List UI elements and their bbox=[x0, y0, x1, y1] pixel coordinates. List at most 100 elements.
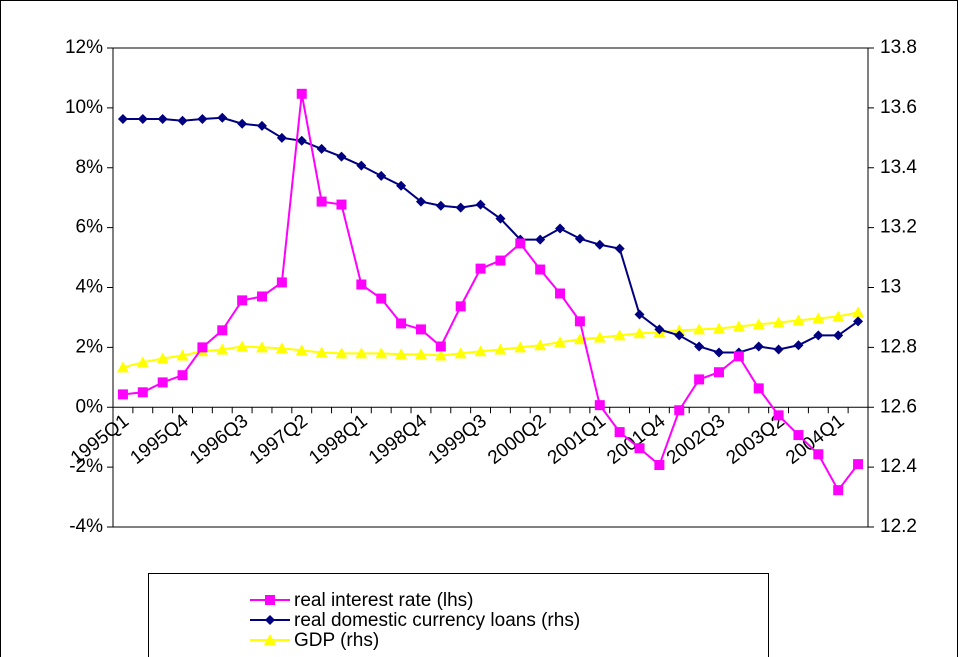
marker bbox=[336, 151, 347, 162]
marker bbox=[634, 443, 645, 454]
marker bbox=[555, 223, 566, 234]
marker bbox=[654, 460, 665, 471]
x-tick-label: 1998Q4 bbox=[365, 410, 432, 468]
marker bbox=[853, 459, 864, 470]
marker bbox=[157, 377, 168, 388]
marker bbox=[157, 113, 168, 124]
y2-tick-label: 12.8 bbox=[880, 336, 917, 357]
marker bbox=[376, 170, 387, 181]
marker bbox=[336, 199, 347, 210]
marker bbox=[455, 301, 466, 312]
y2-tick-label: 12.2 bbox=[880, 516, 917, 537]
marker bbox=[733, 351, 744, 362]
marker bbox=[694, 341, 705, 352]
marker bbox=[454, 347, 467, 359]
marker bbox=[137, 113, 148, 124]
marker bbox=[355, 347, 368, 359]
marker bbox=[256, 341, 269, 353]
marker bbox=[593, 331, 606, 343]
marker bbox=[853, 316, 864, 327]
marker bbox=[673, 324, 686, 336]
marker bbox=[197, 342, 208, 353]
marker bbox=[693, 323, 706, 335]
marker bbox=[237, 295, 248, 306]
marker bbox=[694, 374, 705, 385]
marker bbox=[117, 389, 128, 400]
marker bbox=[713, 367, 724, 378]
marker bbox=[614, 427, 625, 438]
x-tick-label: 2002Q3 bbox=[663, 411, 729, 469]
marker bbox=[852, 306, 865, 318]
marker bbox=[177, 115, 188, 126]
marker bbox=[495, 255, 506, 266]
marker bbox=[296, 88, 307, 99]
legend-label: real domestic currency loans (rhs) bbox=[294, 610, 580, 631]
marker bbox=[594, 400, 605, 411]
marker bbox=[295, 344, 308, 356]
x-tick-label: 1995Q4 bbox=[126, 410, 193, 468]
x-tick-label: 2004Q1 bbox=[782, 411, 848, 469]
legend-box bbox=[148, 573, 769, 657]
y-tick-label: -4% bbox=[69, 516, 103, 537]
series-line bbox=[122, 116, 859, 354]
marker bbox=[335, 347, 348, 359]
marker bbox=[474, 345, 487, 357]
y2-tick-label: 13.2 bbox=[880, 217, 917, 238]
marker bbox=[434, 349, 447, 361]
marker bbox=[634, 309, 645, 320]
marker bbox=[316, 196, 327, 207]
marker bbox=[554, 336, 567, 348]
marker bbox=[176, 349, 189, 361]
marker bbox=[555, 288, 566, 299]
x-tick-label: 2000Q2 bbox=[484, 411, 550, 469]
marker bbox=[117, 113, 128, 124]
y-tick-label: 6% bbox=[76, 217, 104, 238]
legend-marker bbox=[264, 634, 276, 645]
x-tick-label: 1999Q3 bbox=[425, 411, 491, 469]
marker bbox=[654, 324, 665, 335]
marker bbox=[793, 340, 804, 351]
marker bbox=[732, 320, 745, 332]
marker bbox=[515, 238, 526, 249]
y-tick-label: 2% bbox=[76, 336, 104, 357]
y-tick-label: 0% bbox=[76, 396, 104, 417]
legend-label: GDP (rhs) bbox=[294, 630, 379, 651]
marker bbox=[257, 120, 268, 131]
marker bbox=[356, 160, 367, 171]
y2-tick-label: 13 bbox=[880, 277, 901, 298]
marker bbox=[396, 180, 407, 191]
y2-tick-label: 12.6 bbox=[880, 396, 917, 417]
y2-tick-label: 13.6 bbox=[880, 97, 917, 118]
marker bbox=[217, 112, 228, 123]
marker bbox=[395, 348, 408, 360]
marker bbox=[773, 344, 784, 355]
marker bbox=[832, 310, 845, 322]
marker bbox=[415, 324, 426, 335]
marker bbox=[296, 135, 307, 146]
x-tick-label: 1997Q2 bbox=[246, 411, 312, 469]
marker bbox=[494, 343, 507, 355]
marker bbox=[376, 293, 387, 304]
marker bbox=[455, 202, 466, 213]
marker bbox=[276, 277, 287, 288]
marker bbox=[514, 341, 527, 353]
marker bbox=[614, 243, 625, 254]
marker bbox=[276, 132, 287, 143]
marker bbox=[753, 383, 764, 394]
y-tick-label: 12% bbox=[65, 37, 103, 58]
y2-tick-label: 12.4 bbox=[880, 456, 917, 477]
marker bbox=[316, 143, 327, 154]
marker bbox=[315, 346, 328, 358]
marker bbox=[535, 264, 546, 275]
marker bbox=[613, 329, 626, 341]
marker bbox=[713, 347, 724, 358]
x-tick-label: 1998Q1 bbox=[305, 411, 371, 469]
marker bbox=[812, 312, 825, 324]
marker bbox=[495, 213, 506, 224]
marker bbox=[534, 339, 547, 351]
legend-marker bbox=[265, 615, 275, 625]
y-tick-label: 10% bbox=[65, 97, 103, 118]
marker bbox=[674, 405, 685, 416]
marker bbox=[674, 330, 685, 341]
marker bbox=[574, 233, 585, 244]
